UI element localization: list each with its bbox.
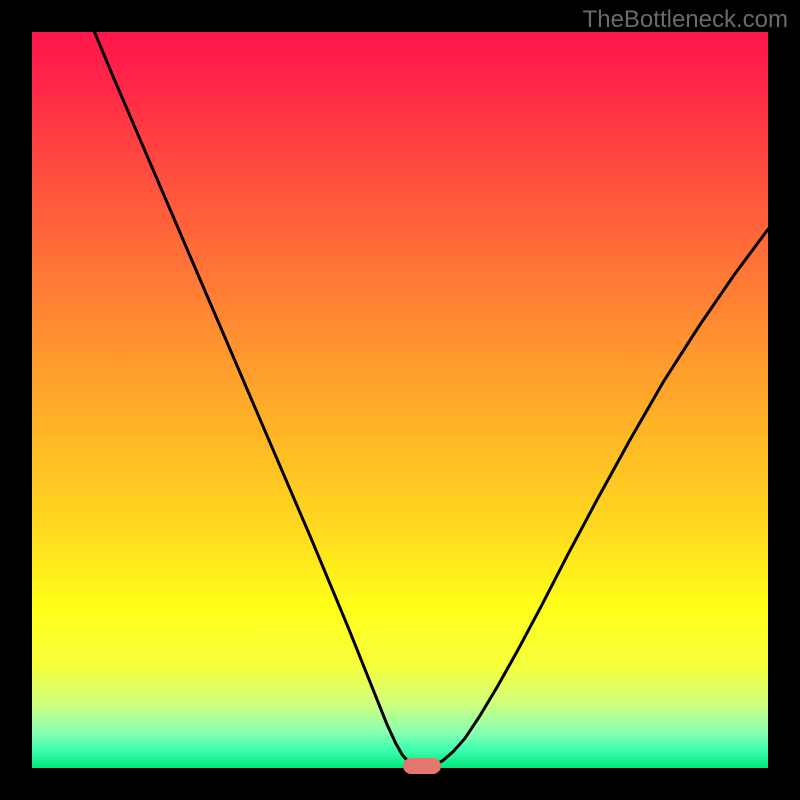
watermark-text: TheBottleneck.com bbox=[583, 6, 788, 34]
plot-area bbox=[32, 32, 768, 768]
bottleneck-curve bbox=[32, 32, 768, 768]
chart-frame: TheBottleneck.com bbox=[0, 0, 800, 800]
optimal-marker bbox=[403, 758, 441, 774]
